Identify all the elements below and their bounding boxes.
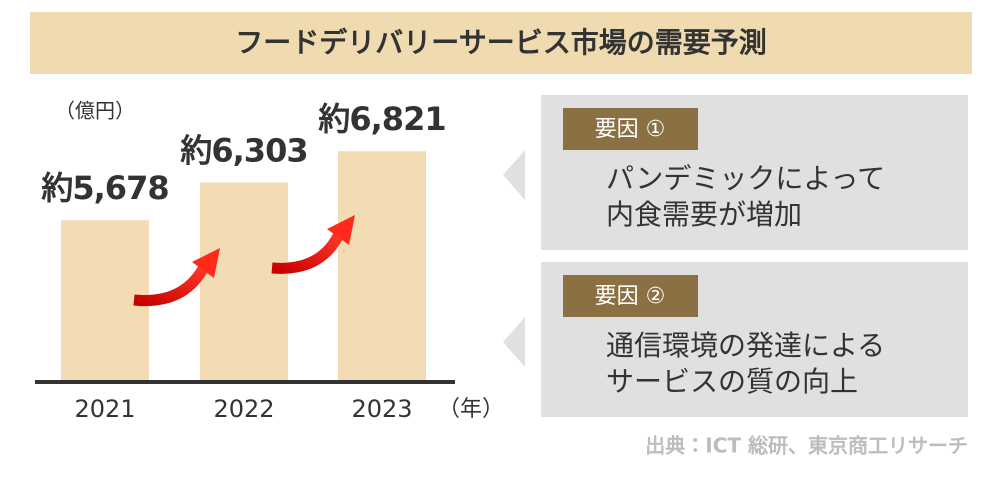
factor-text: パンデミックによって	[606, 162, 885, 195]
value-label: 約5,678	[41, 169, 168, 207]
arrow	[133, 248, 220, 307]
arrow	[271, 215, 355, 274]
factor-tag	[563, 275, 698, 317]
factor-tag	[563, 108, 698, 150]
factor-text: 内食需要が増加	[606, 198, 802, 231]
factor-tag-text: 要因 ②	[595, 284, 666, 309]
x-tick-label: 2022	[213, 395, 274, 423]
value-label: 約6,821	[318, 100, 445, 138]
title: フードデリバリーサービス市場の需要予測	[235, 26, 766, 59]
factor-tag-text: 要因 ①	[595, 117, 666, 142]
source: 出典：ICT 総研、東京商工リサーチ	[645, 434, 968, 458]
x-tick-label: 2021	[74, 395, 135, 423]
x-tick-label: 2023	[351, 395, 412, 423]
factor-text: サービスの質の向上	[606, 365, 858, 398]
y-unit: （億円）	[55, 99, 135, 123]
pointer	[503, 150, 525, 200]
pointer	[503, 317, 525, 367]
bars: 2021 約5,678 2022 約6,303 2023 約6,821	[41, 100, 446, 423]
value-label: 約6,303	[180, 131, 307, 169]
bar	[338, 151, 426, 382]
title-band	[30, 12, 972, 74]
x-unit: （年）	[438, 397, 504, 422]
factor-text: 通信環境の発達による	[606, 329, 885, 362]
bar	[200, 182, 288, 382]
